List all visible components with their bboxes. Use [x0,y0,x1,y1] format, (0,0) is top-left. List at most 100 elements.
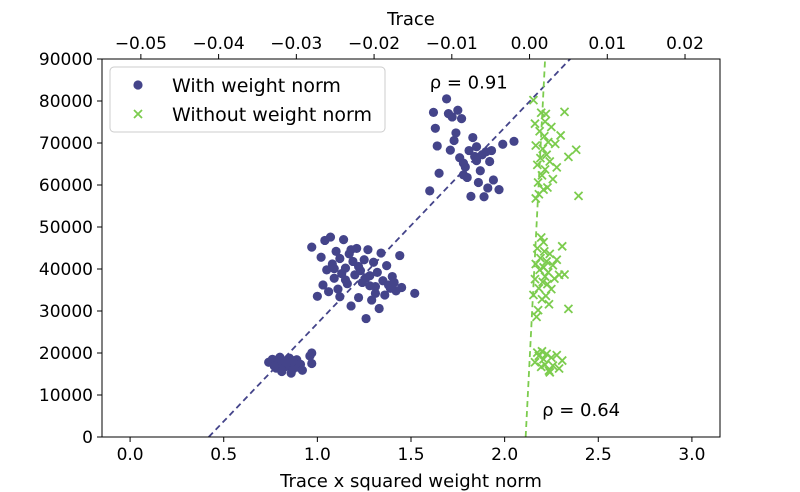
data-points [264,94,584,378]
data-point-x [528,95,539,105]
data-point-circle [389,277,399,288]
data-point-x [548,360,558,371]
data-point-x [539,131,549,141]
data-point-circle [425,186,435,196]
data-point-x [557,241,567,251]
data-point-x [531,140,541,151]
y-tick-label: 10000 [39,386,93,406]
data-point-x [545,367,555,377]
data-point-circle [312,291,322,301]
data-point-circle [325,232,336,242]
data-point-x [541,109,551,119]
data-point-x [542,256,552,267]
data-point-x [563,152,574,162]
annotations: ρ = 0.91 ρ = 0.64 [430,72,620,421]
data-point-x [536,232,546,243]
x-tick-label: 2.0 [491,445,518,465]
data-point-circle [475,166,485,176]
data-point-circle [322,265,332,275]
y-tick-label: 60000 [39,176,93,196]
correlation-annotation: ρ = 0.64 [542,400,620,421]
x-axis-label: Trace x squared weight norm [279,471,542,492]
data-point-x [532,160,542,170]
data-point-circle [458,170,469,180]
data-point-x [531,193,541,204]
data-point-circle [464,145,474,156]
data-point-circle [376,248,386,258]
x-tick-label: 0.0 [117,445,144,465]
data-point-circle [498,139,508,149]
data-point-circle [374,303,384,314]
data-point-circle [370,288,381,298]
y-tick-label: 80000 [39,92,93,112]
y-tick-label: 90000 [39,50,93,70]
data-point-circle [451,128,461,138]
data-point-x [538,237,549,247]
data-point-circle [432,141,442,151]
data-point-x [540,164,550,175]
data-point-x [573,191,584,201]
data-point-circle [485,156,495,167]
data-point-x [538,144,548,154]
data-point-x [534,351,544,361]
data-point-x [554,363,564,374]
legend-marker-x [133,109,143,119]
data-point-circle [483,183,493,193]
data-point-circle [488,175,498,185]
x-tick-label: 2.5 [585,445,612,465]
data-point-x [537,170,547,180]
data-point-circle [318,280,328,290]
data-point-circle [305,351,315,361]
data-point-circle [367,295,377,305]
data-point-circle [382,261,392,271]
data-point-circle [280,357,291,367]
data-point-circle [288,355,298,366]
data-point-x [541,291,551,301]
data-point-circle [346,245,356,255]
data-point-x [533,305,543,315]
x2-tick-label: 0.00 [511,34,549,54]
data-point-circle [468,132,478,143]
data-point-circle [353,261,364,272]
data-point-x [531,312,542,322]
data-point-x [542,182,553,193]
x-axis-top: −0.05 −0.04 −0.03 −0.02 −0.01 0.00 0.01 0.02 [115,34,704,59]
x-tick-label: 1.0 [304,445,331,465]
data-point-x [546,352,556,363]
data-point-circle [361,273,371,283]
y-axis: 0 10000 20000 30000 40000 50000 60000 70000 8000… [39,50,102,448]
data-point-x [552,255,562,265]
x2-tick-label: 0.01 [588,34,626,54]
data-point-x [533,177,543,188]
data-point-circle [473,177,484,188]
data-point-x [559,269,570,280]
y-tick-label: 40000 [39,260,93,280]
data-point-circle [479,192,489,202]
data-point-circle [445,145,455,155]
data-point-x [542,150,552,160]
data-point-circle [471,156,482,166]
data-point-x [530,357,540,367]
correlation-annotation: ρ = 0.91 [430,72,508,93]
data-point-x [530,119,540,129]
data-point-circle [447,112,457,122]
data-point-x [539,246,549,256]
data-point-x [552,162,562,172]
data-point-circle [410,288,420,298]
data-point-circle [471,142,482,152]
x-axis-bottom: 0.0 0.5 1.0 1.5 2.0 2.5 3.0 [117,437,705,465]
x2-tick-label: 0.02 [666,34,704,54]
data-point-circle [333,284,343,294]
fit-lines [208,59,571,437]
y-tick-label: 70000 [39,134,93,154]
data-point-circle [269,361,279,371]
x2-tick-label: −0.02 [348,34,400,54]
data-point-circle [509,136,519,146]
data-point-circle [395,250,405,261]
data-point-circle [297,365,307,375]
data-point-x [543,137,553,147]
data-point-x [538,354,549,364]
data-point-circle [338,235,349,245]
data-point-x [530,274,540,284]
